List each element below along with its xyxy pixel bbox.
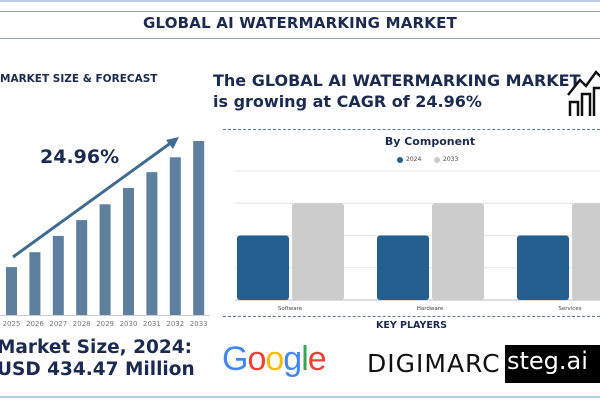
bar-hardware-2033 [432, 203, 484, 300]
divider [0, 11, 600, 12]
headline: The GLOBAL AI WATERMARKING MARKET is gro… [213, 70, 581, 112]
bar-2031 [146, 172, 158, 315]
trend-arrow [12, 140, 173, 259]
bar-2032 [169, 157, 181, 315]
tick-label: 2026 [26, 320, 44, 328]
forecast-label: MARKET SIZE & FORECAST [0, 73, 158, 85]
category-label: Software [278, 306, 303, 312]
tick-label: 2028 [73, 320, 91, 328]
market-size-label: Market Size, 2024: [0, 337, 192, 358]
forecast-bar-chart: 2025 2026 2027 2028 2029 2030 2031 2032 2033 [0, 137, 210, 328]
tick-label: 2030 [120, 320, 138, 328]
tick-label: 2025 [3, 320, 21, 328]
bar-hardware-2024 [377, 235, 429, 300]
bottom-border [0, 396, 600, 398]
steg-ai-logo: steg.ai [505, 345, 600, 383]
bar-2028 [76, 220, 88, 315]
category-label: Hardware [417, 306, 444, 312]
tick-label: 2031 [143, 320, 161, 328]
legend-swatch [397, 156, 403, 163]
dashed-divider [223, 129, 600, 130]
category-label: Services [558, 306, 581, 312]
legend-item-2024: 2024 [397, 156, 421, 163]
legend-label: 2024 [406, 156, 422, 163]
bar-software-2024 [237, 235, 289, 300]
bar-services-2024 [517, 235, 569, 300]
bar-2025 [6, 267, 17, 315]
cagr-annotation: 24.96% [40, 146, 120, 168]
component-chart-title: By Component [384, 135, 476, 148]
bar-software-2033 [292, 203, 344, 300]
bar-2030 [123, 187, 134, 315]
tick-label: 2029 [96, 320, 114, 328]
growth-house-chart-icon [567, 70, 600, 116]
tick-label: 2027 [49, 320, 67, 328]
trend-arrow-head [166, 137, 179, 149]
bar-2027 [52, 235, 64, 315]
legend-swatch [434, 156, 440, 163]
bar-services-2033 [572, 203, 600, 300]
tick-label: 2033 [190, 320, 208, 328]
digimarc-logo: DIGIMARC [367, 349, 501, 378]
dashed-divider [223, 316, 600, 317]
component-bar-chart: Software Hardware Services [235, 170, 600, 312]
legend-label: 2033 [443, 156, 459, 163]
legend-item-2033: 2033 [434, 156, 458, 163]
headline-line: is growing at CAGR of 24.96% [213, 92, 482, 111]
page-title: GLOBAL AI WATERMARKING MARKET [142, 14, 458, 32]
bar-2029 [99, 204, 111, 315]
google-logo: Google [222, 340, 327, 378]
bar-2033 [193, 141, 205, 315]
tick-label: 2032 [166, 320, 184, 328]
market-size-value: USD 434.47 Million [0, 359, 195, 380]
divider [0, 38, 600, 39]
headline-line: The GLOBAL AI WATERMARKING MARKET [213, 71, 581, 90]
bar-2026 [29, 252, 41, 315]
key-players-title: KEY PLAYERS [375, 320, 448, 331]
top-border [0, 0, 600, 2]
